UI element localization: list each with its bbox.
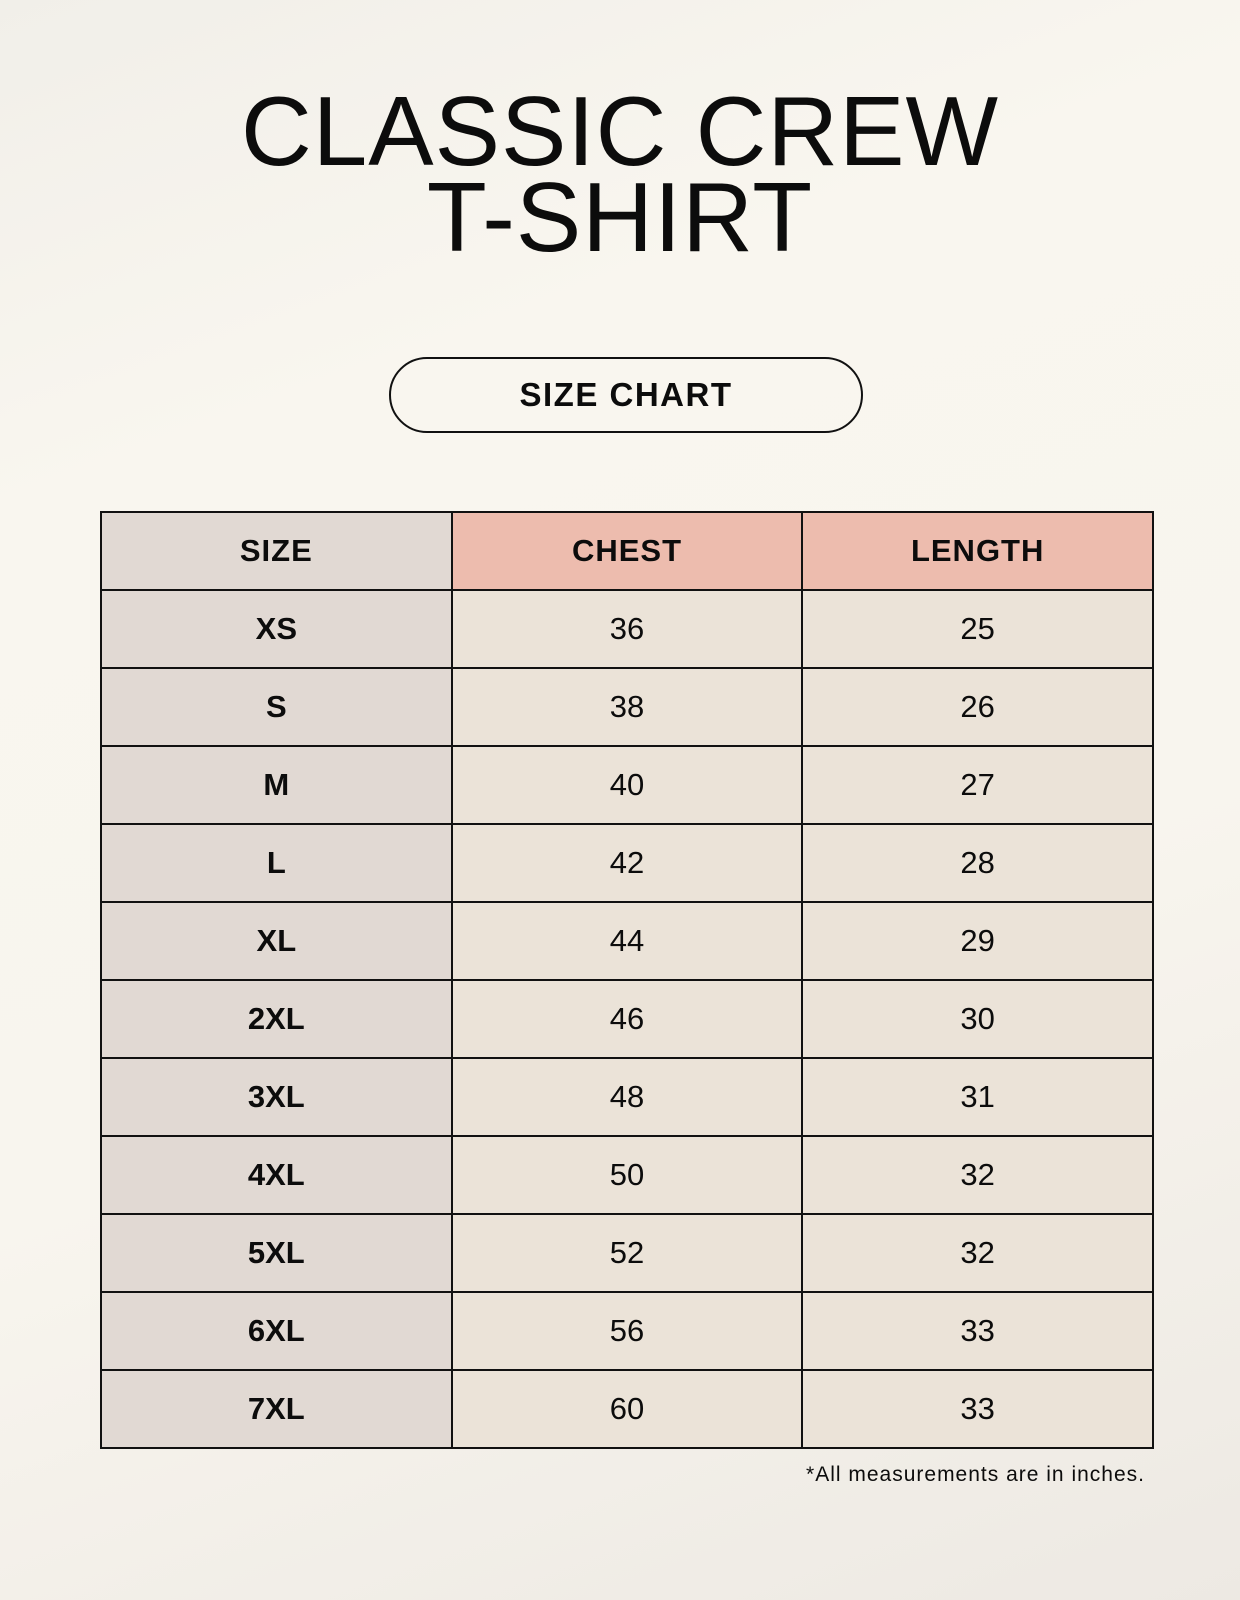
size-cell: 4XL <box>100 1135 453 1215</box>
length-cell: 32 <box>801 1135 1154 1215</box>
length-cell: 31 <box>801 1057 1154 1137</box>
chest-cell: 52 <box>450 1213 804 1293</box>
chest-cell: 36 <box>450 589 804 669</box>
chest-cell: 44 <box>450 901 804 981</box>
length-cell: 25 <box>801 589 1154 669</box>
chest-cell: 38 <box>450 667 804 747</box>
length-cell: 29 <box>801 901 1154 981</box>
footnote: *All measurements are in inches. <box>806 1463 1145 1486</box>
length-cell: 33 <box>801 1369 1154 1449</box>
header-chest: CHEST <box>450 511 804 591</box>
chest-cell: 50 <box>450 1135 804 1215</box>
chest-cell: 46 <box>450 979 804 1059</box>
chest-cell: 60 <box>450 1369 804 1449</box>
size-cell: M <box>100 745 453 825</box>
size-cell: XL <box>100 901 453 981</box>
table-row: 2XL 46 30 <box>100 979 1154 1059</box>
chest-cell: 40 <box>450 745 804 825</box>
size-cell: S <box>100 667 453 747</box>
title-line-2: T-SHIRT <box>426 162 814 272</box>
table-row: 6XL 56 33 <box>100 1291 1154 1371</box>
size-table: SIZE CHEST LENGTH XS 36 25 S 38 26 M 40 27 L 42 28 X… <box>100 511 1154 1449</box>
table-row: S 38 26 <box>100 667 1154 747</box>
table-row: 5XL 52 32 <box>100 1213 1154 1293</box>
size-cell: 6XL <box>100 1291 453 1371</box>
chest-cell: 48 <box>450 1057 804 1137</box>
table-row: XS 36 25 <box>100 589 1154 669</box>
size-cell: 5XL <box>100 1213 453 1293</box>
size-cell: 7XL <box>100 1369 453 1449</box>
length-cell: 33 <box>801 1291 1154 1371</box>
length-cell: 28 <box>801 823 1154 903</box>
length-cell: 32 <box>801 1213 1154 1293</box>
length-cell: 30 <box>801 979 1154 1059</box>
size-cell: 2XL <box>100 979 453 1059</box>
size-chart-badge: SIZE CHART <box>389 357 863 433</box>
table-row: 7XL 60 33 <box>100 1369 1154 1449</box>
table-row: XL 44 29 <box>100 901 1154 981</box>
size-cell: 3XL <box>100 1057 453 1137</box>
header-length: LENGTH <box>801 511 1154 591</box>
chest-cell: 42 <box>450 823 804 903</box>
chest-cell: 56 <box>450 1291 804 1371</box>
length-cell: 26 <box>801 667 1154 747</box>
length-cell: 27 <box>801 745 1154 825</box>
header-size: SIZE <box>100 511 453 591</box>
table-row: L 42 28 <box>100 823 1154 903</box>
table-row: 3XL 48 31 <box>100 1057 1154 1137</box>
table-row: M 40 27 <box>100 745 1154 825</box>
size-cell: L <box>100 823 453 903</box>
size-cell: XS <box>100 589 453 669</box>
title-line-1: CLASSIC CREW <box>240 76 999 186</box>
table-row: 4XL 50 32 <box>100 1135 1154 1215</box>
page-title: CLASSIC CREW T-SHIRT <box>0 76 1240 272</box>
header-row: SIZE CHEST LENGTH <box>100 511 1154 591</box>
